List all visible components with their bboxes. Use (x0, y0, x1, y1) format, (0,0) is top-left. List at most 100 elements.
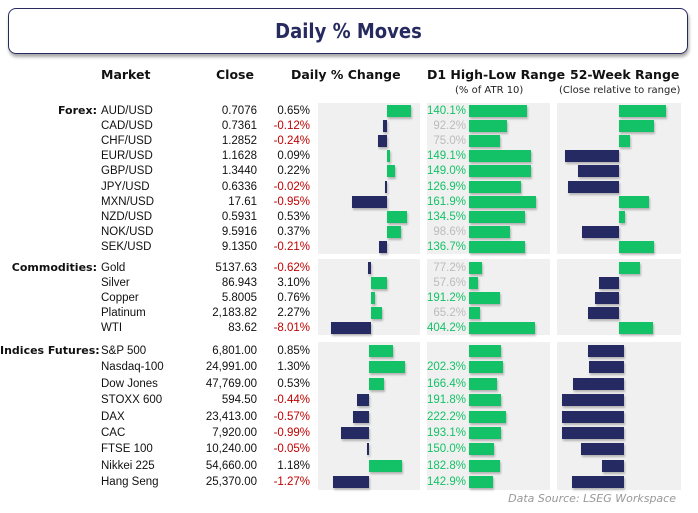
d1-range-value: 136.7% (426, 240, 466, 253)
d1-range-value: 77.2% (433, 262, 466, 274)
52-week-bar (571, 476, 624, 489)
market-name: JPY/USD (101, 180, 150, 193)
d1-range-bar (469, 210, 525, 223)
52-week-bar (602, 459, 624, 472)
header-52-week: 52-Week Range (570, 67, 680, 82)
close-value: 5137.63 (215, 262, 257, 274)
daily-change-value: 0.53% (277, 377, 310, 390)
d1-range-value: 182.8% (426, 459, 466, 472)
d1-range-bar (469, 443, 495, 456)
d1-range-value: 191.8% (426, 394, 466, 407)
d1-range-bar (469, 195, 536, 208)
close-value: 23,413.00 (205, 410, 257, 423)
52-week-bar (562, 394, 624, 407)
close-value: 0.7361 (221, 120, 257, 133)
daily-change-value: -0.21% (273, 240, 310, 253)
daily-change-bar (378, 135, 387, 148)
daily-change-value: -0.62% (273, 262, 310, 274)
daily-change-bar (382, 120, 387, 133)
close-value: 24,991.00 (205, 361, 257, 374)
52-week-bar (619, 262, 641, 274)
d1-range-bar (469, 377, 497, 390)
d1-range-bar (469, 262, 482, 274)
daily-change-value: -0.12% (273, 120, 310, 133)
close-value: 7,920.00 (212, 427, 257, 439)
daily-change-value: 0.53% (277, 210, 310, 223)
daily-change-value: -0.05% (273, 443, 310, 456)
market-name: STOXX 600 (101, 394, 163, 407)
close-value: 10,240.00 (205, 443, 257, 456)
d1-range-value: 404.2% (426, 322, 466, 335)
daily-change-bar (367, 443, 369, 456)
market-name: GBP/USD (101, 165, 153, 178)
52-week-bar (589, 361, 624, 374)
daily-change-value: -0.57% (273, 410, 310, 423)
daily-change-value: 2.27% (277, 307, 310, 320)
close-value: 1.1628 (221, 150, 257, 163)
daily-change-bar (367, 262, 371, 274)
daily-change-bar (369, 345, 393, 357)
daily-change-value: 0.22% (277, 165, 310, 178)
market-name: DAX (101, 410, 125, 423)
d1-range-bar (469, 240, 526, 253)
52-week-bar (619, 322, 654, 335)
market-name: AUD/USD (101, 105, 153, 117)
subheader-d1: (% of ATR 10) (455, 85, 524, 96)
daily-change-value: -0.95% (273, 195, 310, 208)
title-box: Daily % Moves (8, 8, 688, 54)
d1-range-bar (469, 150, 531, 163)
52-week-bar (568, 180, 619, 193)
header-d1-range: D1 High-Low Range (427, 67, 566, 82)
close-value: 594.50 (221, 394, 257, 407)
close-value: 1.3440 (221, 165, 257, 178)
daily-change-bar (333, 476, 369, 489)
52-week-bar (588, 307, 619, 320)
market-name: Platinum (101, 307, 146, 320)
d1-range-bar (469, 180, 522, 193)
market-name: Dow Jones (101, 377, 158, 390)
close-value: 9.5916 (221, 225, 257, 238)
daily-change-panel (318, 103, 420, 254)
market-name: Gold (101, 262, 126, 274)
market-name: MXN/USD (101, 195, 155, 208)
52-week-bar (588, 345, 624, 357)
52-week-bar (594, 292, 619, 305)
market-name: WTI (101, 322, 123, 335)
daily-change-value: -0.44% (273, 394, 310, 407)
close-value: 54,660.00 (205, 459, 257, 472)
d1-range-bar (469, 105, 527, 117)
daily-change-bar (387, 105, 412, 117)
close-value: 0.7076 (221, 105, 257, 117)
daily-change-bar (387, 225, 401, 238)
daily-change-value: 0.65% (277, 105, 310, 117)
52-week-bar (619, 120, 654, 133)
daily-change-bar (387, 210, 407, 223)
52-week-bar (619, 240, 654, 253)
52-week-bar (565, 150, 619, 163)
daily-change-bar (369, 459, 403, 472)
header-market: Market (101, 67, 151, 82)
daily-change-value: 0.37% (277, 225, 310, 238)
close-value: 0.6336 (221, 180, 257, 193)
daily-change-bar (369, 377, 384, 390)
daily-change-value: 1.30% (277, 361, 310, 374)
daily-change-bar (371, 307, 383, 320)
52-week-bar (581, 225, 619, 238)
close-value: 47,769.00 (205, 377, 257, 390)
daily-change-value: -1.27% (273, 476, 310, 489)
close-value: 6,801.00 (212, 345, 257, 357)
market-name: EUR/USD (101, 150, 153, 163)
d1-range-bar (469, 476, 493, 489)
d1-range-bar (469, 165, 531, 178)
close-value: 5.8005 (221, 292, 257, 305)
close-value: 83.62 (228, 322, 257, 335)
d1-range-value: 191.2% (426, 292, 466, 305)
daily-change-bar (369, 361, 406, 374)
daily-change-bar (341, 427, 369, 439)
daily-change-bar (371, 292, 375, 305)
d1-range-bar (469, 292, 501, 305)
d1-range-bar (469, 120, 508, 133)
header-daily-change: Daily % Change (291, 67, 401, 82)
close-value: 1.2852 (221, 135, 257, 148)
data-source: Data Source: LSEG Workspace (508, 492, 676, 505)
